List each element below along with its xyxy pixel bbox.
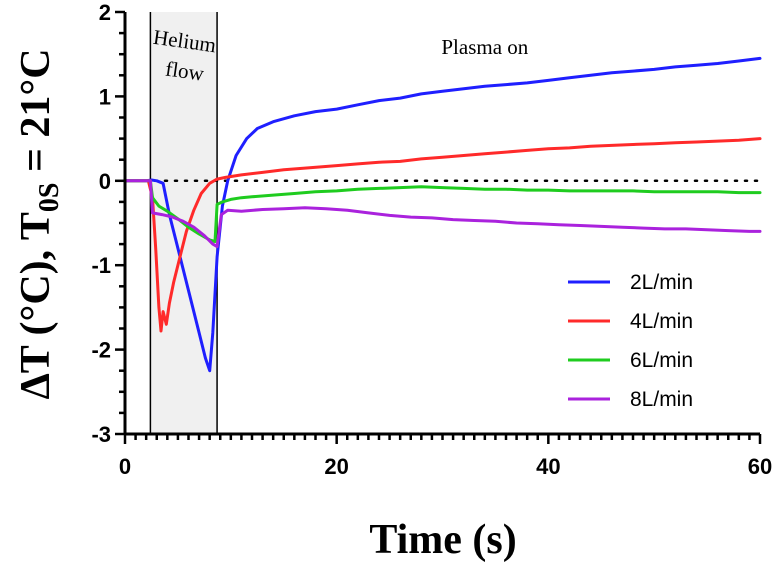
x-tick-label: 20 — [324, 454, 348, 479]
legend-label: 4L/min — [630, 310, 693, 333]
series-layer — [123, 56, 762, 373]
plasma-on-annotation: Plasma on — [441, 35, 528, 59]
y-tick-label: -3 — [91, 422, 111, 447]
legend-label: 8L/min — [630, 388, 693, 411]
x-tick-label: 40 — [536, 454, 560, 479]
y-axis-title: ΔT (°C), T0S = 21°C — [13, 48, 65, 399]
x-tick-label: 60 — [748, 454, 772, 479]
y-tick-label: 0 — [99, 169, 111, 194]
legend-label: 2L/min — [630, 271, 693, 294]
y-axis-title-main: ΔT (°C), T — [13, 212, 59, 399]
axes-layer — [115, 10, 762, 444]
y-tick-label: 2 — [99, 0, 111, 25]
legend: 2L/min 4L/min 6L/min 8L/min — [568, 271, 693, 411]
y-axis-title-suffix: = 21°C — [13, 48, 59, 182]
series-line-4lmin — [123, 137, 762, 333]
x-tick-label: 0 — [119, 454, 131, 479]
y-tick-label: 1 — [99, 84, 111, 109]
series-line-2lmin — [123, 56, 762, 373]
series-line-6lmin — [123, 179, 762, 244]
series-line-8lmin — [123, 179, 762, 249]
y-axis-title-subscript: 0S — [34, 183, 65, 213]
y-tick-label: -2 — [91, 338, 111, 363]
y-tick-label: -1 — [91, 253, 111, 278]
helium-region-label-line: flow — [164, 57, 206, 86]
x-axis-title: Time (s) — [369, 517, 516, 562]
legend-label: 6L/min — [630, 349, 693, 372]
